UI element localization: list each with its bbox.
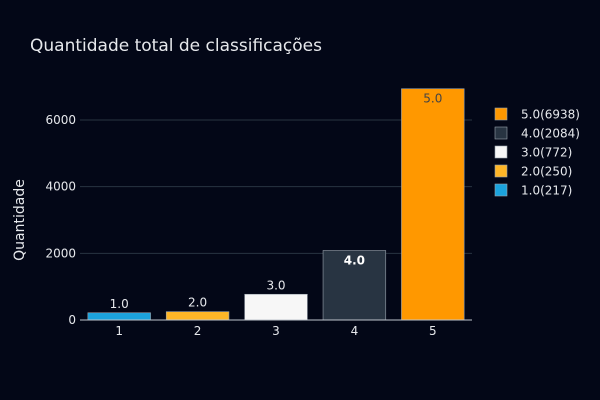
bar-value-label: 2.0 — [188, 296, 207, 310]
legend-swatch — [494, 164, 508, 178]
x-tick-label: 1 — [115, 324, 123, 338]
legend[interactable]: 5.0(6938) 4.0(2084) 3.0(772) 2.0(250) 1.0(21… — [494, 107, 580, 198]
legend-swatch — [494, 183, 508, 197]
bar-value-label: 3.0 — [266, 278, 285, 292]
y-axis-label: Quantidade — [12, 179, 28, 261]
bar-2[interactable] — [165, 311, 230, 321]
legend-swatch — [494, 107, 508, 121]
legend-label: 2.0(250) — [521, 165, 572, 179]
y-tick-label: 2000 — [45, 246, 76, 260]
legend-label: 4.0(2084) — [521, 127, 580, 141]
bar-1[interactable] — [87, 312, 151, 321]
legend-swatch — [494, 126, 508, 140]
legend-item[interactable]: 4.0(2084) — [494, 126, 580, 141]
x-tick-label: 4 — [351, 324, 359, 338]
legend-item[interactable]: 5.0(6938) — [494, 107, 580, 122]
bars: 1.0 2.0 3.0 4.0 5.0 — [87, 88, 465, 321]
legend-item[interactable]: 2.0(250) — [494, 164, 572, 179]
bar-5[interactable] — [401, 88, 465, 321]
bar-value-label: 1.0 — [110, 297, 129, 311]
legend-label: 5.0(6938) — [521, 108, 580, 122]
bar-value-label: 5.0 — [423, 92, 442, 106]
x-axis: 1 2 3 4 5 — [80, 319, 472, 338]
chart-title: Quantidade total de classificações — [30, 36, 322, 56]
bar-value-label: 4.0 — [344, 254, 365, 268]
legend-item[interactable]: 1.0(217) — [494, 183, 572, 198]
y-tick-label: 4000 — [45, 180, 76, 194]
legend-label: 1.0(217) — [521, 184, 572, 198]
legend-item[interactable]: 3.0(772) — [494, 145, 572, 160]
y-tick-label: 6000 — [45, 113, 76, 127]
legend-swatch — [494, 145, 508, 159]
legend-label: 3.0(772) — [521, 146, 572, 160]
bar-3[interactable] — [244, 293, 308, 321]
y-axis: 0 2000 4000 6000 — [45, 113, 76, 327]
x-tick-label: 5 — [429, 324, 437, 338]
x-tick-label: 3 — [272, 324, 280, 338]
y-tick-label: 0 — [68, 313, 76, 327]
bar-4[interactable] — [322, 250, 387, 321]
x-tick-label: 2 — [194, 324, 202, 338]
